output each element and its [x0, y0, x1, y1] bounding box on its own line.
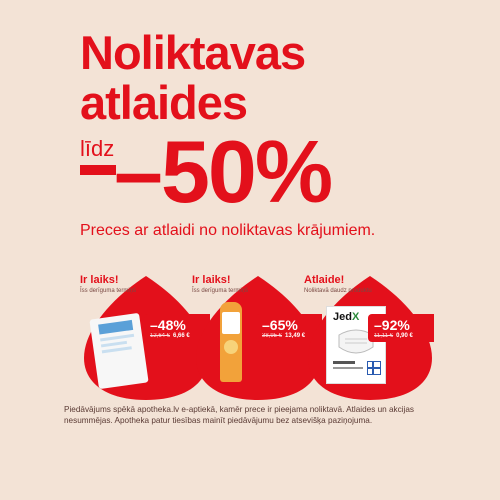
discount-prefix: līdz	[80, 136, 115, 161]
subtitle: Preces ar atlaidi no noliktavas krājumie…	[80, 222, 376, 239]
brand-logo: JedX	[333, 311, 360, 323]
old-price: 12,64 €	[150, 333, 171, 339]
new-price: 6,66 €	[173, 333, 190, 339]
discount-percent: –65%	[262, 317, 298, 333]
discount-dash-bar	[80, 165, 116, 175]
card-note: Īss derīguma termiņš	[80, 288, 137, 294]
product-card-3[interactable]: Atlaide! Noliktavā daudz produktu JedX –…	[304, 272, 436, 400]
card-title: Ir laiks!	[80, 274, 119, 286]
headline: Noliktavas atlaides	[80, 26, 306, 129]
card-note: Noliktavā daudz produktu	[304, 288, 372, 294]
face-mask-icon	[338, 329, 374, 354]
discount-percent: –92%	[374, 317, 410, 333]
sunscreen-bottle-image	[220, 302, 242, 382]
headline-line-1: Noliktavas	[80, 26, 306, 79]
new-price: 0,90 €	[396, 333, 413, 339]
card-title: Ir laiks!	[192, 274, 231, 286]
headline-line-2: atlaides	[80, 76, 248, 129]
flag-icon	[367, 361, 381, 375]
cream-tube-image	[89, 312, 149, 390]
discount-badge: –48% 12,64 €6,66 €	[144, 314, 210, 342]
product-card-2[interactable]: Ir laiks! Īss derīguma termiņš –65% 38,9…	[192, 272, 324, 400]
footer-disclaimer: Piedāvājums spēkā apotheka.lv e-aptiekā,…	[64, 405, 414, 425]
discount-value: –50%	[114, 122, 333, 221]
old-price: 38,95 €	[262, 333, 283, 339]
new-price: 13,49 €	[285, 333, 306, 339]
discount-badge: –65% 38,95 €13,49 €	[256, 314, 322, 342]
old-price: 11,11 €	[374, 333, 394, 339]
card-title: Atlaide!	[304, 274, 345, 286]
discount-badge: –92% 11,11 €0,90 €	[368, 314, 434, 342]
card-note: Īss derīguma termiņš	[192, 288, 249, 294]
product-card-1[interactable]: Ir laiks! Īss derīguma termiņš –48% 12,6…	[80, 272, 212, 400]
discount-percent: –48%	[150, 317, 186, 333]
